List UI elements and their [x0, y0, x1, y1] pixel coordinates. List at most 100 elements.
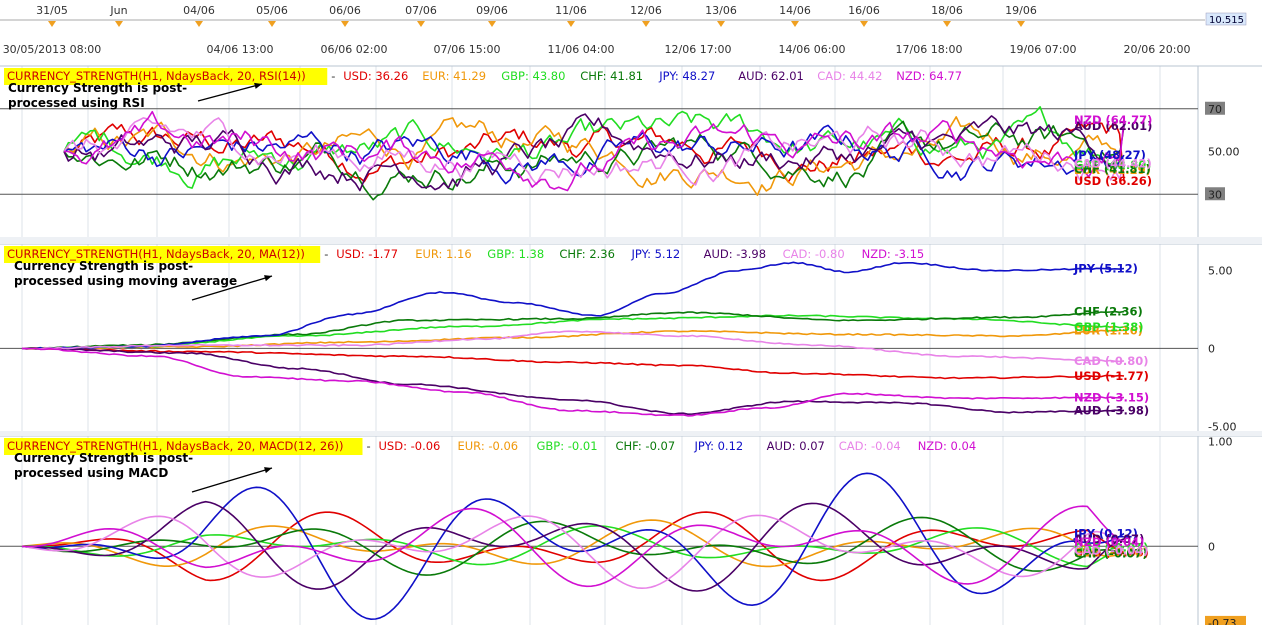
series-end-label: CAD (-0.04)	[1074, 543, 1149, 557]
series-end-label: GBP (43.80)	[1074, 158, 1152, 172]
legend-entry-jpy: JPY: 0.12	[694, 439, 744, 453]
date-label: 19/06	[1005, 4, 1037, 17]
legend-entry-usd: USD: 36.26	[343, 69, 408, 83]
date-marker-icon	[791, 21, 799, 27]
time-label: 19/06 07:00	[1010, 43, 1077, 56]
legend-entry-eur: EUR: -0.06	[458, 439, 519, 453]
series-end-label: NZD (64.77)	[1074, 113, 1152, 127]
time-label: 17/06 18:00	[896, 43, 963, 56]
annotation-arrow-head	[264, 275, 272, 282]
legend-separator: -	[331, 69, 335, 83]
date-label: 13/06	[705, 4, 737, 17]
indicator-title-box	[4, 68, 328, 85]
series-end-label: CHF (41.81)	[1074, 162, 1151, 176]
annotation-arrow	[191, 275, 273, 301]
series-line-chf	[21, 516, 1125, 576]
y-axis-tick-label: 70	[1208, 103, 1222, 116]
series-line-gbp	[63, 106, 1125, 189]
legend-separator: -	[324, 247, 328, 261]
series-line-usd	[21, 511, 1125, 582]
legend-entry-aud: AUD: 0.07	[767, 439, 825, 453]
time-label: 12/06 17:00	[665, 43, 732, 56]
date-label: 05/06	[256, 4, 288, 17]
y-axis-tick-label: 0	[1208, 540, 1215, 553]
legend-entry-nzd: NZD: -3.15	[862, 247, 925, 261]
y-axis-tick-label: 0	[1208, 342, 1215, 355]
time-label: 11/06 04:00	[548, 43, 615, 56]
legend-entry-jpy: JPY: 48.27	[658, 69, 715, 83]
series-line-usd	[21, 347, 1125, 380]
series-end-label: CAD (-0.80)	[1074, 354, 1149, 368]
series-end-label: AUD (-3.98)	[1074, 403, 1149, 417]
date-marker-icon	[567, 21, 575, 27]
legend-entry-cad: CAD: 44.42	[817, 69, 882, 83]
annotation-text: Currency Strength is post-	[14, 259, 193, 273]
time-label: 30/05/2013 08:00	[3, 43, 102, 56]
annotation-text: Currency Strength is post-	[8, 81, 187, 95]
indicator-title: CURRENCY_STRENGTH(H1, NdaysBack, 20, MA(…	[7, 247, 305, 261]
series-end-label: NZD (-3.15)	[1074, 390, 1149, 404]
series-end-label: USD (36.26)	[1074, 174, 1152, 188]
series-line-aud	[21, 347, 1125, 415]
series-end-label: AUD (62.01)	[1074, 119, 1152, 133]
legend-entry-gbp: GBP: 1.38	[487, 247, 544, 261]
series-line-gbp	[21, 525, 1125, 568]
series-line-eur	[21, 329, 1125, 350]
legend-entry-nzd: NZD: 0.04	[918, 439, 976, 453]
legend-entry-usd: USD: -0.06	[379, 439, 441, 453]
top-axis-background	[0, 0, 1262, 64]
legend-separator: -	[367, 439, 371, 453]
series-line-nzd	[21, 347, 1125, 417]
date-label: 11/06	[555, 4, 587, 17]
time-label: 07/06 15:00	[434, 43, 501, 56]
legend-entry-jpy: JPY: 5.12	[631, 247, 681, 261]
date-label: 04/06	[183, 4, 215, 17]
annotation-text: processed using RSI	[8, 96, 145, 110]
price-box	[1205, 12, 1247, 26]
date-label: 18/06	[931, 4, 963, 17]
indicator-title: CURRENCY_STRENGTH(H1, NdaysBack, 20, RSI…	[7, 69, 306, 83]
panel-separator	[0, 237, 1262, 244]
series-line-jpy	[22, 261, 1125, 350]
y-axis-tick-label: 30	[1208, 188, 1222, 201]
series-line-nzd	[64, 110, 1125, 192]
series-line-chf	[63, 120, 1125, 201]
annotation-arrow	[197, 83, 263, 102]
series-end-label: AUD (0.07)	[1074, 532, 1144, 546]
series-end-label: EUR (-0.06)	[1074, 546, 1148, 560]
indicator-title-box	[4, 246, 321, 263]
legend-entry-chf: CHF: 2.36	[559, 247, 615, 261]
indicator-title: CURRENCY_STRENGTH(H1, NdaysBack, 20, MAC…	[7, 439, 343, 453]
annotation-text: Currency Strength is post-	[14, 451, 193, 465]
y-axis-tick-label: 5.00	[1208, 264, 1233, 277]
date-marker-icon	[268, 21, 276, 27]
series-line-cad	[21, 514, 1125, 589]
legend-entry-eur: EUR: 1.16	[415, 247, 471, 261]
panel-1: USD (36.26)EUR (41.29)GBP (43.80)CHF (41…	[0, 65, 1262, 237]
series-line-nzd	[21, 505, 1125, 588]
time-label: 20/06 20:00	[1124, 43, 1191, 56]
annotation-text: processed using MACD	[14, 466, 168, 480]
date-label: 31/05	[36, 4, 68, 17]
date-marker-icon	[943, 21, 951, 27]
series-line-cad	[21, 330, 1125, 363]
legend-entry-aud: AUD: 62.01	[738, 69, 804, 83]
y-axis-tick-label: -0.73	[1208, 617, 1236, 625]
date-marker-icon	[860, 21, 868, 27]
legend-entry-cad: CAD: -0.80	[783, 247, 845, 261]
legend-entry-usd: USD: -1.77	[336, 247, 398, 261]
panel-3: USD (-0.06)EUR (-0.06)GBP (-0.01)CHF (-0…	[0, 435, 1262, 628]
annotation-text: processed using moving average	[14, 274, 237, 288]
panel-background	[0, 244, 1262, 431]
series-end-label: CAD (44.42)	[1074, 156, 1152, 170]
series-line-aud	[22, 500, 1125, 592]
date-label: 07/06	[405, 4, 437, 17]
date-marker-icon	[115, 21, 123, 27]
series-end-label: USD (-1.77)	[1074, 369, 1149, 383]
legend-entry-gbp: GBP: 43.80	[501, 69, 565, 83]
panel-2: USD (-1.77) EUR (1.16)GBP (1.38)CHF (2.36…	[0, 243, 1262, 433]
series-end-label: JPY (48.27)	[1073, 148, 1146, 162]
annotation-arrow-head	[254, 82, 262, 89]
series-line-aud	[63, 113, 1125, 192]
